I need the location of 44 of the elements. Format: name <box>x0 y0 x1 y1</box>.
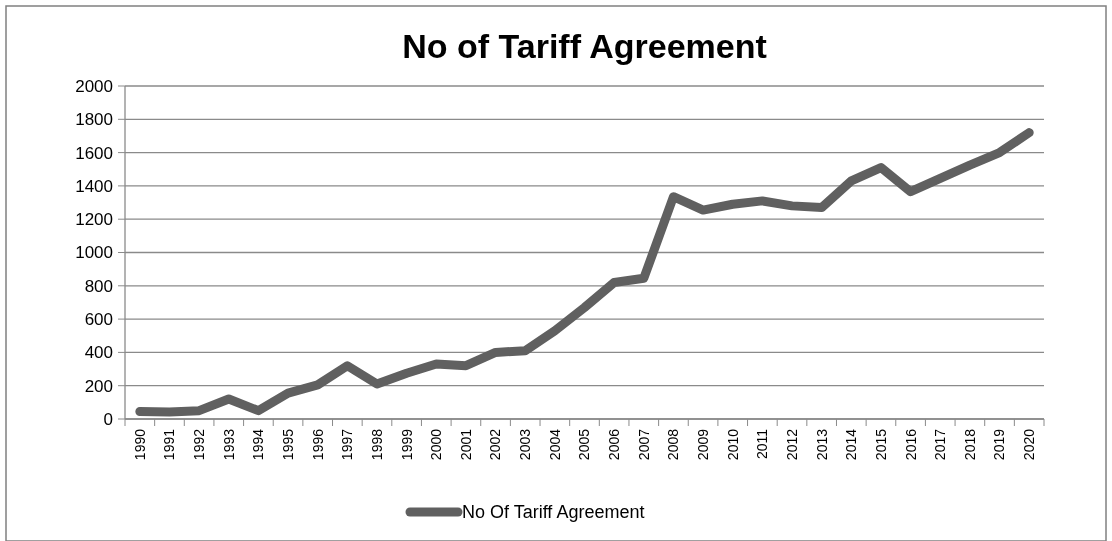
x-tick-label: 2008 <box>665 428 682 461</box>
x-tick-label: 1992 <box>191 428 208 461</box>
x-tick-label: 2006 <box>606 428 623 461</box>
y-tick-label: 1200 <box>75 210 113 230</box>
x-tick-label: 2007 <box>635 428 652 461</box>
x-tick-label: 2005 <box>576 428 593 461</box>
x-tick-label: 2019 <box>991 428 1008 461</box>
chart-title: No of Tariff Agreement <box>402 27 767 65</box>
y-tick-label: 200 <box>84 376 113 396</box>
x-tick-label: 2001 <box>457 428 474 461</box>
x-tick-label: 1990 <box>131 428 148 461</box>
x-tick-label: 1991 <box>161 428 178 461</box>
x-tick-label: 1996 <box>309 428 326 461</box>
x-tick-label: 2012 <box>783 428 800 461</box>
x-tick-label: 2003 <box>517 428 534 461</box>
x-tick-label: 1995 <box>279 428 296 461</box>
y-tick-label: 800 <box>84 276 113 296</box>
x-tick-label: 2017 <box>932 428 949 461</box>
x-tick-label: 2002 <box>487 428 504 461</box>
x-tick-label: 2020 <box>1021 428 1038 461</box>
y-tick-label: 1600 <box>75 143 113 163</box>
x-tick-label: 1993 <box>220 428 237 461</box>
y-tick-label: 1400 <box>75 176 113 196</box>
x-tick-label: 2010 <box>724 428 741 461</box>
y-tick-label: 600 <box>84 310 113 330</box>
y-tick-label: 0 <box>103 409 113 429</box>
legend-label: No Of Tariff Agreement <box>462 502 645 523</box>
y-tick-label: 400 <box>84 343 113 363</box>
y-tick-label: 1800 <box>75 110 113 130</box>
x-tick-label: 1999 <box>398 428 415 461</box>
x-tick-label: 2015 <box>872 428 889 461</box>
x-tick-label: 2013 <box>813 428 830 461</box>
y-tick-label: 2000 <box>75 76 113 96</box>
x-tick-label: 2009 <box>694 428 711 461</box>
x-tick-label: 2016 <box>902 428 919 461</box>
x-tick-label: 1994 <box>250 428 267 461</box>
x-tick-label: 1997 <box>339 428 356 461</box>
x-tick-label: 2004 <box>546 428 563 461</box>
x-tick-label: 2014 <box>843 428 860 461</box>
x-tick-label: 2000 <box>428 428 445 461</box>
x-tick-label: 2011 <box>754 428 771 460</box>
x-tick-label: 1998 <box>368 428 385 461</box>
x-tick-label: 2018 <box>961 428 978 461</box>
y-tick-label: 1000 <box>75 243 113 263</box>
